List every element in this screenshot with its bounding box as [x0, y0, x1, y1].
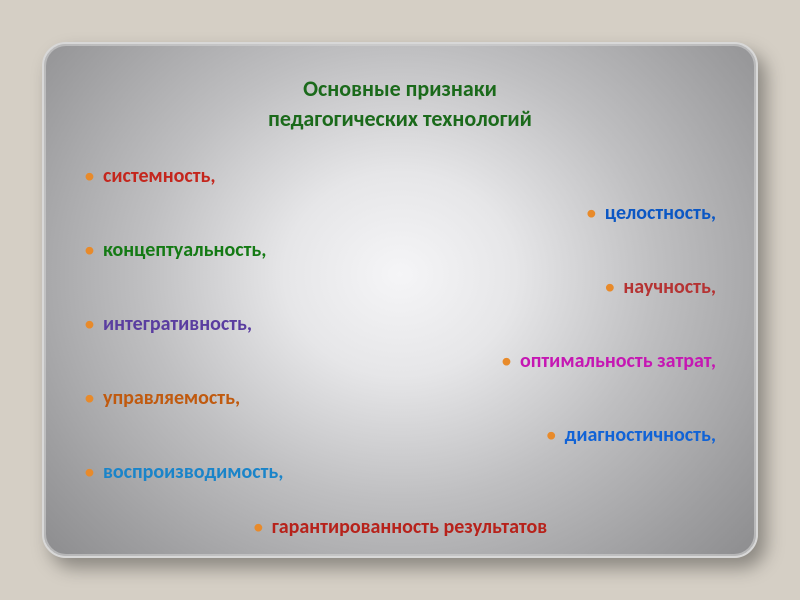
list-item: • оптимальность затрат, [84, 336, 716, 373]
item-text: оптимальность затрат, [520, 351, 716, 371]
list-item: • концептуальность, [84, 225, 716, 262]
list-item: • управляемость, [84, 373, 716, 410]
list-item: • воспроизводимость, [84, 447, 716, 484]
list-item: • гарантированность результатов [84, 512, 716, 539]
bullet-icon: • [84, 162, 95, 189]
item-text: воспроизводимость, [103, 462, 284, 482]
item-text: диагностичность, [565, 425, 716, 445]
bullet-icon: • [546, 421, 557, 448]
bullet-icon: • [604, 273, 615, 300]
bullet-icon: • [253, 513, 264, 540]
bullet-icon: • [84, 310, 95, 337]
items-container: • системность, • целостность, • концепту… [84, 151, 716, 539]
slide-panel: Основные признаки педагогических техноло… [42, 42, 758, 558]
item-text: научность, [623, 277, 716, 297]
item-text: системность, [103, 166, 216, 186]
bullet-icon: • [586, 199, 597, 226]
list-item: • диагностичность, [84, 410, 716, 447]
list-item: • целостность, [84, 188, 716, 225]
list-item: • научность, [84, 262, 716, 299]
bullet-icon: • [84, 384, 95, 411]
item-text: целостность, [605, 203, 716, 223]
bullet-icon: • [501, 347, 512, 374]
slide-title: Основные признаки педагогических техноло… [84, 74, 716, 133]
item-text: интегративность, [103, 314, 252, 334]
bullet-icon: • [84, 458, 95, 485]
item-text: гарантированность результатов [272, 517, 547, 537]
list-item: • системность, [84, 151, 716, 188]
item-text: концептуальность, [103, 240, 266, 260]
title-line-2: педагогических технологий [268, 105, 532, 132]
bullet-icon: • [84, 236, 95, 263]
item-text: управляемость, [103, 388, 240, 408]
list-item: • интегративность, [84, 299, 716, 336]
title-line-1: Основные признаки [303, 75, 497, 102]
